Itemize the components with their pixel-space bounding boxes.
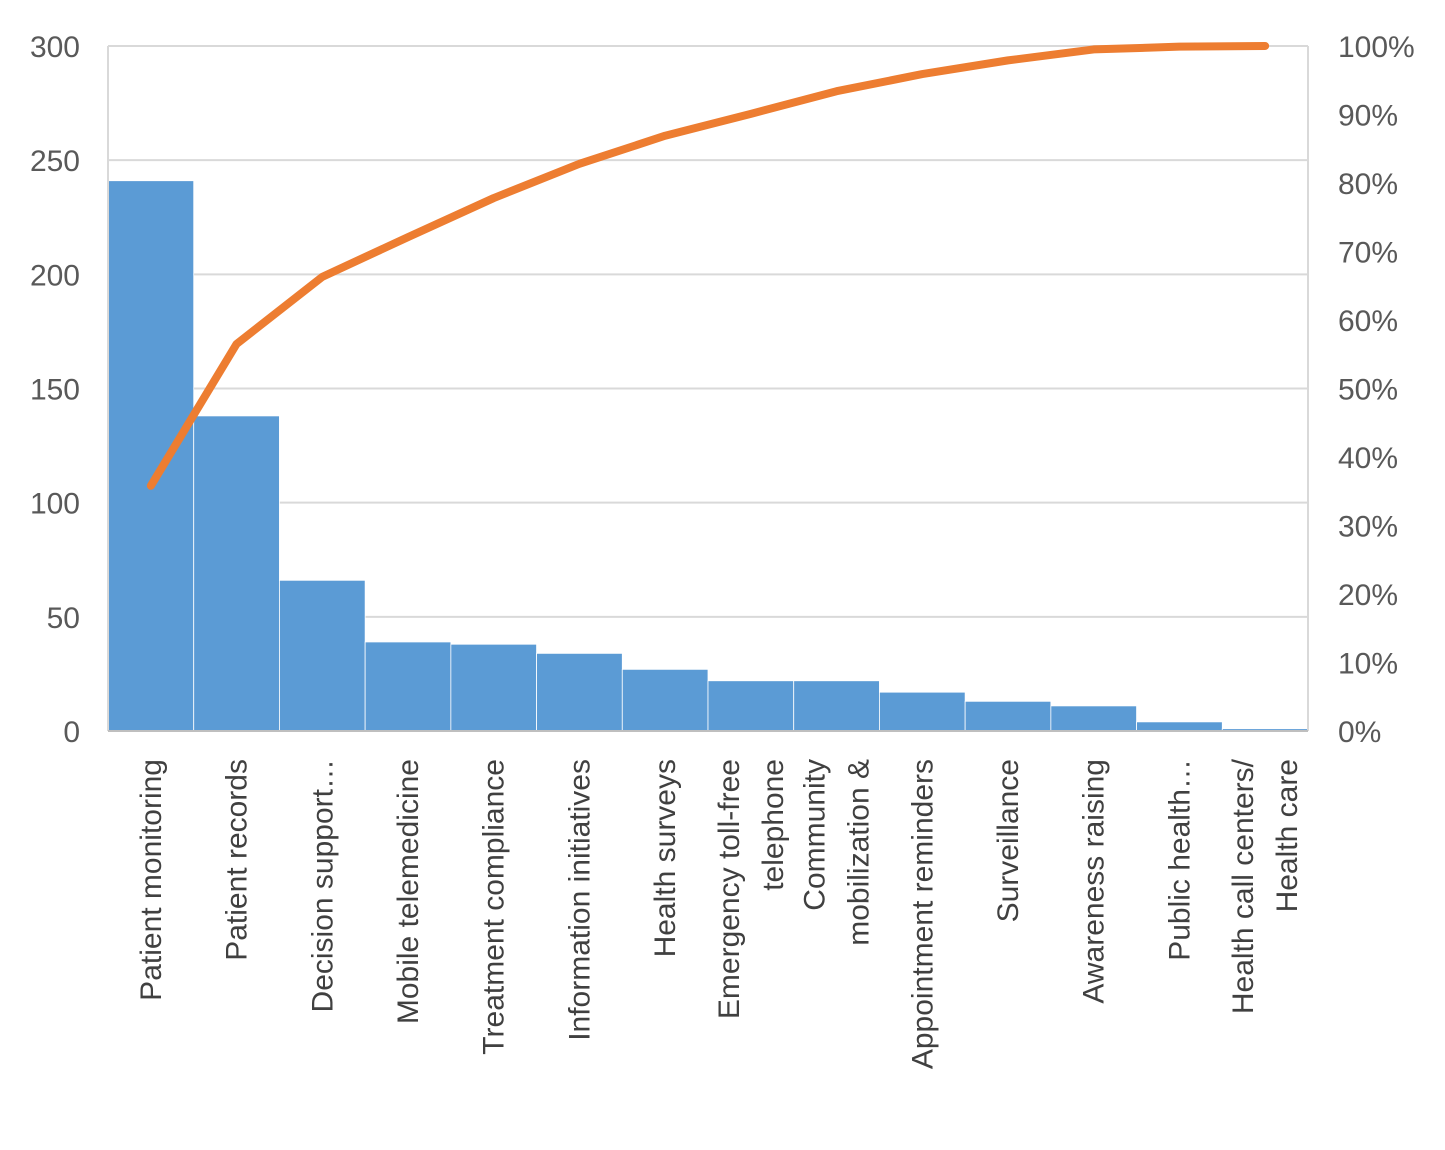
bar-9: [793, 680, 880, 732]
bar-4: [364, 641, 452, 732]
x-tick-label-line: Public health…: [1163, 759, 1196, 961]
cumulative-point-14: [1264, 45, 1267, 47]
x-tick-label-line: Patient monitoring: [135, 759, 168, 1001]
x-tick-label: Surveillance: [992, 759, 1025, 922]
x-tick-label: Decision support…: [306, 759, 339, 1012]
bar-6: [536, 652, 623, 732]
x-tick-label-line: telephone: [757, 759, 790, 891]
bar-8: [707, 680, 795, 732]
x-tick-label-line: mobilization &: [843, 759, 876, 946]
y2-tick-label: 20%: [1338, 579, 1398, 612]
cumulative-point-13: [1178, 45, 1181, 48]
bar-13: [1136, 721, 1223, 732]
x-tick-label-line: Health care: [1271, 759, 1304, 912]
x-tick-label-line: Treatment compliance: [478, 759, 511, 1055]
cumulative-point-11: [1007, 59, 1009, 62]
x-tick-label: Health call centers/Health care: [1227, 758, 1304, 1014]
x-tick-label-line: Health call centers/: [1227, 758, 1260, 1014]
cumulative-point-8: [749, 112, 752, 115]
x-tick-label: Appointment reminders: [906, 759, 939, 1069]
x-tick-label-line: Surveillance: [992, 759, 1025, 922]
y-tick-label: 150: [30, 374, 80, 407]
bar-3: [279, 579, 366, 732]
y2-tick-label: 100%: [1338, 31, 1415, 64]
cumulative-point-12: [1092, 48, 1095, 51]
bar-5: [450, 643, 537, 732]
cumulative-point-3: [321, 275, 324, 278]
y-tick-label: 300: [30, 31, 80, 64]
bar-12: [1050, 705, 1137, 732]
y-tick-label: 100: [30, 488, 80, 521]
cumulative-point-4: [407, 236, 409, 239]
y-tick-label: 0: [63, 716, 80, 749]
y-tick-label: 50: [47, 602, 80, 635]
x-axis-labels: Patient monitoring Patient records Decisio…: [135, 758, 1304, 1069]
y-axis-left: 0 50 100 150 200 250 300: [30, 31, 80, 749]
y2-tick-label: 0%: [1338, 716, 1381, 749]
x-tick-label: Emergency toll-free telephone: [713, 759, 790, 1019]
cumulative-point-9: [835, 90, 838, 93]
x-tick-label: Community mobilization &: [799, 759, 876, 946]
cumulative-point-10: [921, 73, 924, 76]
bar-1: [107, 180, 195, 732]
y-tick-label: 250: [30, 145, 80, 178]
x-tick-label: Awareness raising: [1078, 759, 1111, 1004]
cumulative-point-6: [578, 162, 581, 165]
bar-11: [964, 700, 1052, 732]
cumulative-line: [146, 42, 1270, 490]
x-tick-label: Public health…: [1163, 759, 1196, 961]
x-tick-label-line: Information initiatives: [563, 759, 596, 1041]
x-tick-label-line: Health surveys: [649, 759, 682, 957]
bar-10: [879, 691, 966, 732]
x-tick-label-line: Patient records: [221, 759, 254, 961]
x-tick-label-line: Community: [799, 759, 832, 911]
cumulative-point-5: [492, 197, 495, 200]
y2-tick-label: 10%: [1338, 648, 1398, 681]
y2-tick-label: 60%: [1338, 305, 1398, 338]
y2-tick-label: 90%: [1338, 100, 1398, 133]
y-tick-label: 200: [30, 259, 80, 292]
x-tick-label-line: Decision support…: [306, 759, 339, 1012]
x-tick-label: Health surveys: [649, 759, 682, 957]
x-tick-label: Information initiatives: [563, 759, 596, 1041]
x-tick-label-line: Emergency toll-free: [713, 759, 746, 1019]
x-tick-label-line: Mobile telemedicine: [392, 759, 425, 1024]
x-tick-label: Patient records: [221, 759, 254, 961]
bar-7: [621, 668, 709, 732]
x-tick-label: Patient monitoring: [135, 759, 168, 1001]
x-tick-label: Treatment compliance: [478, 759, 511, 1055]
x-tick-label: Mobile telemedicine: [392, 759, 425, 1024]
plot-frame: [107, 46, 1309, 732]
cumulative-point-2: [235, 342, 238, 345]
cumulative-percent-line: [146, 42, 1270, 490]
bars: [107, 180, 1309, 732]
y2-tick-label: 30%: [1338, 511, 1398, 544]
cumulative-point-7: [664, 134, 667, 137]
y2-tick-label: 40%: [1338, 442, 1398, 475]
x-tick-label-line: Awareness raising: [1078, 759, 1111, 1004]
y2-tick-label: 50%: [1338, 374, 1398, 407]
y2-tick-label: 70%: [1338, 237, 1398, 270]
y2-tick-label: 80%: [1338, 168, 1398, 201]
y-axis-right: 0% 10% 20% 30% 40% 50% 60% 70% 80% 90% 100%: [1338, 31, 1415, 749]
cumulative-point-1: [149, 484, 152, 487]
bar-2: [193, 415, 280, 732]
x-tick-label-line: Appointment reminders: [906, 759, 939, 1069]
